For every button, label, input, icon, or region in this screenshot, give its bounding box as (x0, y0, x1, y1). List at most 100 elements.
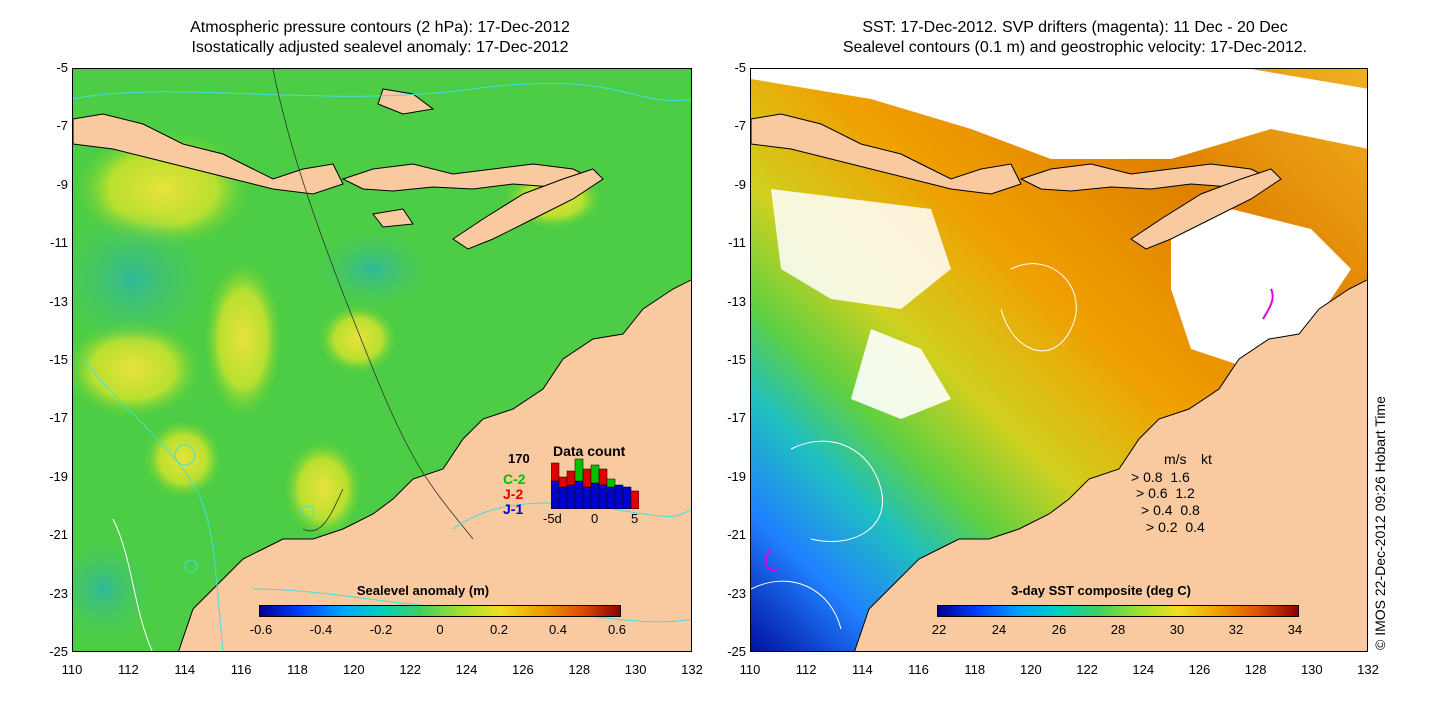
sst-colorbar-title: 3-day SST composite (deg C) (1011, 583, 1191, 598)
velocity-legend-header-kt: kt (1201, 451, 1212, 467)
longitude-tick-label: 118 (287, 662, 308, 677)
imos-credit: © IMOS 22-Dec-2012 09:26 Hobart Time (1372, 396, 1388, 650)
longitude-tick-label: 112 (795, 662, 817, 677)
sst-cb-tick: 22 (931, 622, 947, 637)
sealevel-contour (751, 580, 842, 630)
longitude-tick-label: 124 (1132, 662, 1155, 677)
anomaly-high-blob (203, 259, 283, 419)
timor-island (1130, 168, 1282, 250)
left-title-line2: Isostatically adjusted sealevel anomaly:… (191, 39, 569, 56)
right-title-line1: SST: 17-Dec-2012. SVP drifters (magenta)… (862, 19, 1288, 36)
sealevel-cb-tick: 0.2 (489, 622, 509, 637)
sst-cb-tick: 24 (991, 622, 1007, 637)
sst-cb-tick: 32 (1228, 622, 1244, 637)
sealevel-anomaly-map[interactable]: Data count 170 C-2 J-2 J-1 -5d (72, 68, 692, 652)
sealevel-cb-tick: 0.6 (607, 622, 627, 637)
velocity-legend-header-ms: m/s (1164, 451, 1187, 467)
timor-island (452, 168, 604, 250)
latitude-tick-label: -5 (56, 60, 68, 75)
longitude-tick-label: 114 (851, 662, 873, 677)
sst-map-svg (751, 69, 1367, 651)
latitude-tick-label: -7 (56, 118, 68, 134)
cloud-mask (751, 69, 1367, 159)
latitude-tick-label: -9 (56, 176, 68, 192)
drifter-track (764, 548, 780, 571)
pressure-contour (82, 358, 224, 651)
longitude-tick-label: 128 (1244, 662, 1267, 677)
latitude-tick-label: -21 (49, 527, 68, 543)
latitude-tick-label: -15 (727, 352, 746, 367)
latitude-tick-label: -19 (49, 468, 68, 484)
anomaly-low-blob (313, 229, 433, 309)
drifter-circle (184, 559, 198, 573)
anomaly-low-blob (73, 209, 213, 349)
sst-colorbar (937, 605, 1299, 617)
longitude-tick-label: 118 (964, 662, 986, 677)
data-count-axis-min: -5d (543, 511, 562, 526)
anomaly-high-blob (283, 439, 363, 539)
longitude-tick-label: 126 (512, 662, 534, 677)
mission-label-c2: C-2 (503, 471, 526, 487)
right-title-line2: Sealevel contours (0.1 m) and geostrophi… (842, 39, 1308, 56)
latitude-tick-label: -11 (728, 235, 746, 251)
java-island (751, 113, 1022, 195)
longitude-tick-label: 124 (455, 662, 478, 677)
sealevel-map-svg (73, 69, 691, 651)
pressure-contour (302, 488, 344, 532)
cloud-mask (771, 189, 951, 309)
latitude-tick-label: -7 (734, 118, 746, 134)
sealevel-contour (1000, 263, 1077, 352)
australia-landmass (178, 279, 691, 651)
right-panel-title: SST: 17-Dec-2012. SVP drifters (magenta)… (795, 18, 1355, 58)
latitude-tick-label: -23 (727, 585, 746, 601)
australia-landmass (854, 279, 1367, 651)
anomaly-high-blob (143, 419, 223, 499)
cloud-mask (851, 329, 951, 419)
anomaly-high-blob (318, 304, 398, 374)
velocity-legend-row: > 0.6 1.2 (1136, 485, 1195, 501)
sealevel-cb-tick: -0.2 (369, 622, 393, 637)
latitude-tick-label: -21 (727, 527, 746, 543)
longitude-tick-label: 114 (174, 662, 196, 677)
latitude-tick-label: -13 (49, 293, 68, 309)
longitude-tick-label: 120 (1020, 662, 1042, 677)
latitude-tick-label: -17 (727, 410, 746, 426)
drifter-track (1262, 288, 1274, 320)
longitude-tick-label: 126 (1188, 662, 1211, 677)
sst-cb-tick: 30 (1169, 622, 1185, 637)
sealevel-colorbar (259, 605, 621, 617)
sst-cb-tick: 34 (1287, 622, 1303, 637)
sealevel-cb-tick: 0 (436, 622, 444, 637)
latitude-tick-label: -11 (50, 235, 68, 251)
mission-label-j2: J-2 (503, 486, 524, 502)
sealevel-cb-tick: 0.4 (548, 622, 568, 637)
sst-cb-tick: 26 (1051, 622, 1067, 637)
sst-map[interactable]: m/s kt > 0.8 1.6 > 0.6 1.2 > 0.4 0.8 > 0… (750, 68, 1368, 652)
pressure-contour (73, 82, 691, 102)
velocity-legend-row: > 0.2 0.4 (1146, 519, 1205, 535)
longitude-tick-label: 132 (681, 662, 703, 677)
java-island (73, 113, 344, 195)
data-count-axis-zero: 0 (591, 511, 599, 526)
latitude-tick-label: -9 (734, 176, 746, 192)
data-count-max: 170 (508, 451, 530, 466)
latitude-tick-label: -5 (734, 60, 746, 75)
longitude-tick-label: 120 (342, 662, 365, 677)
data-count-inset: Data count 170 C-2 J-2 J-1 -5d (503, 439, 643, 529)
longitude-tick-label: 116 (230, 662, 252, 677)
longitude-tick-label: 128 (568, 662, 591, 677)
latitude-tick-label: -13 (727, 293, 746, 309)
sealevel-cb-tick: -0.6 (249, 622, 273, 637)
sealevel-colorbar-title: Sealevel anomaly (m) (356, 583, 490, 598)
longitude-tick-label: 132 (1357, 662, 1379, 677)
data-count-title: Data count (553, 443, 626, 459)
latitude-tick-label: -19 (727, 468, 746, 484)
data-count-axis-max: 5 (631, 511, 639, 526)
velocity-legend-row: > 0.8 1.6 (1131, 469, 1190, 485)
sealevel-cb-tick: -0.4 (309, 622, 333, 637)
latitude-tick-label: -17 (49, 410, 68, 426)
longitude-tick-label: 116 (908, 662, 929, 677)
velocity-legend-row: > 0.4 0.8 (1141, 502, 1200, 518)
longitude-tick-label: 130 (624, 662, 647, 677)
mission-label-j1: J-1 (503, 501, 524, 517)
